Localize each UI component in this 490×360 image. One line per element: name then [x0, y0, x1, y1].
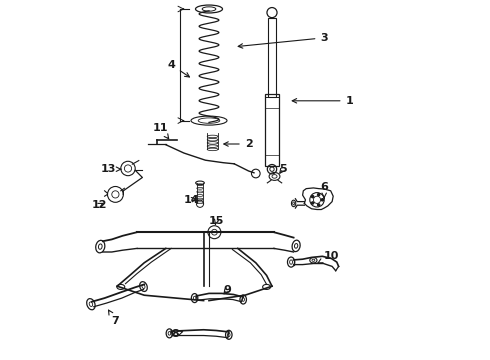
- Circle shape: [318, 204, 320, 206]
- Text: 9: 9: [223, 285, 231, 295]
- Text: 6: 6: [320, 182, 328, 198]
- Bar: [265, 94, 279, 166]
- Text: 11: 11: [153, 123, 169, 139]
- Text: 2: 2: [224, 139, 252, 149]
- Bar: [268, 18, 276, 97]
- Circle shape: [312, 195, 314, 198]
- Text: 15: 15: [209, 216, 224, 226]
- Text: 8: 8: [171, 329, 183, 339]
- Text: 4: 4: [167, 60, 190, 77]
- Text: 12: 12: [92, 200, 107, 210]
- Text: 1: 1: [292, 96, 353, 106]
- Text: 10: 10: [318, 251, 339, 263]
- Text: 3: 3: [238, 33, 328, 48]
- Text: 7: 7: [108, 310, 119, 326]
- Circle shape: [312, 202, 314, 204]
- Circle shape: [318, 194, 320, 196]
- Circle shape: [321, 199, 323, 201]
- Text: 5: 5: [279, 164, 287, 174]
- Text: 13: 13: [100, 164, 122, 174]
- Text: 14: 14: [183, 195, 199, 205]
